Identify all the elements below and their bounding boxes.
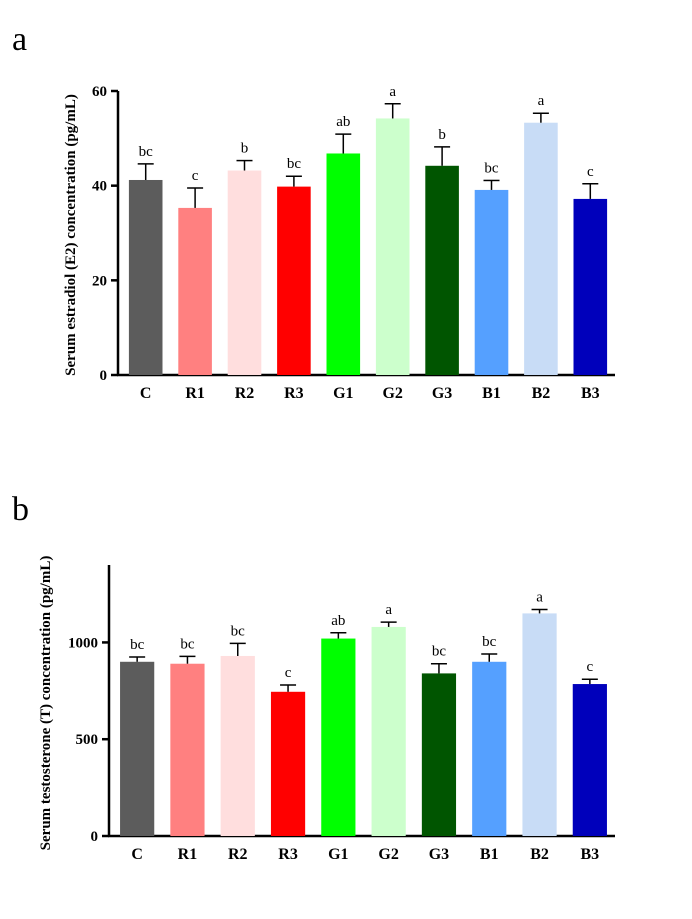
x-tick-label-B3: B3 — [581, 846, 600, 863]
x-tick-label-G3: G3 — [429, 846, 449, 863]
x-tick-label-B3: B3 — [581, 385, 600, 402]
bar-B1 — [474, 189, 509, 375]
x-tick-label-R2: R2 — [228, 846, 248, 863]
chart-panel-b: b Serum testosterone (T) concentration (… — [12, 491, 615, 863]
plot-area-b: 0 500 1000 bc Cbc R1 bc R2 c R3 ab G1 a G2 bc G3 bc B1 a B2… — [68, 565, 615, 863]
x-tick-label-R1: R1 — [178, 846, 198, 863]
x-tick-label-B2: B2 — [532, 385, 551, 402]
plot-area-a: 0 20 40 60 bc Cc R1 b R2 bc R3 ab G1 a G2 b G3 bc B1 a B2 c B3 — [92, 84, 615, 402]
y-tick-label: 0 — [100, 368, 108, 384]
bar-R2 — [220, 655, 255, 836]
chart-panel-a: a Serum estradiol (E2) concentration (pg… — [12, 21, 615, 402]
x-tick-label-R3: R3 — [278, 846, 298, 863]
significance-label-R1: c — [192, 168, 199, 184]
significance-label-C: bc — [139, 144, 154, 160]
bar-G2 — [375, 118, 410, 375]
y-tick-label: 1000 — [68, 635, 98, 651]
y-axis-title-a: Serum estradiol (E2) concentration (pg/m… — [63, 94, 79, 376]
x-tick-label-G1: G1 — [328, 846, 348, 863]
significance-label-R2: bc — [231, 623, 246, 639]
bar-R1 — [170, 663, 205, 836]
significance-label-B1: bc — [482, 634, 497, 650]
significance-label-G3: bc — [432, 644, 447, 660]
significance-label-B3: c — [587, 659, 594, 675]
bar-B3 — [572, 684, 607, 836]
x-tick-label-B1: B1 — [482, 385, 501, 402]
x-tick-label-C: C — [131, 846, 143, 863]
bar-G2 — [371, 626, 406, 836]
bar-G1 — [321, 638, 356, 836]
x-tick-label-R3: R3 — [284, 385, 304, 402]
bar-C — [128, 179, 163, 375]
x-tick-label-B2: B2 — [530, 846, 549, 863]
significance-label-R3: bc — [287, 156, 302, 172]
bar-R3 — [270, 691, 306, 836]
bar-G3 — [421, 673, 457, 836]
bar-R3 — [277, 186, 311, 375]
significance-label-G1: ab — [331, 613, 345, 629]
significance-label-R2: b — [241, 141, 249, 157]
significance-label-B2: a — [538, 93, 545, 109]
significance-label-G1: ab — [336, 114, 350, 130]
x-tick-label-R1: R1 — [185, 385, 205, 402]
panel-label-a: a — [12, 21, 27, 58]
y-axis-title-b: Serum testosterone (T) concentration (pg… — [38, 556, 54, 851]
x-tick-label-R2: R2 — [235, 385, 255, 402]
bar-R2 — [227, 170, 262, 375]
significance-label-C: bc — [130, 637, 145, 653]
x-tick-label-B1: B1 — [480, 846, 499, 863]
bar-G1 — [326, 153, 361, 375]
bar-B1 — [472, 661, 507, 836]
significance-label-R1: bc — [180, 636, 195, 652]
bar-B3 — [573, 198, 608, 375]
bar-G3 — [425, 165, 459, 375]
x-tick-label-G3: G3 — [432, 385, 452, 402]
x-tick-label-C: C — [140, 385, 152, 402]
x-tick-label-G1: G1 — [333, 385, 353, 402]
bar-C — [120, 661, 155, 836]
y-tick-label: 20 — [92, 273, 107, 289]
significance-label-B1: bc — [484, 160, 499, 176]
significance-label-B2: a — [536, 590, 543, 606]
significance-label-G2: a — [389, 84, 396, 100]
significance-label-G3: b — [438, 127, 446, 143]
bar-B2 — [524, 122, 558, 375]
y-tick-label: 0 — [91, 829, 99, 845]
x-tick-label-G2: G2 — [382, 385, 402, 402]
significance-label-G2: a — [385, 602, 392, 618]
panel-label-b: b — [12, 491, 29, 528]
y-tick-label: 40 — [92, 179, 107, 195]
bar-B2 — [522, 613, 557, 836]
significance-label-B3: c — [587, 164, 594, 180]
bar-R1 — [178, 207, 212, 375]
significance-label-R3: c — [285, 665, 292, 681]
y-tick-label: 60 — [92, 84, 107, 100]
y-tick-label: 500 — [76, 732, 99, 748]
x-tick-label-G2: G2 — [378, 846, 398, 863]
